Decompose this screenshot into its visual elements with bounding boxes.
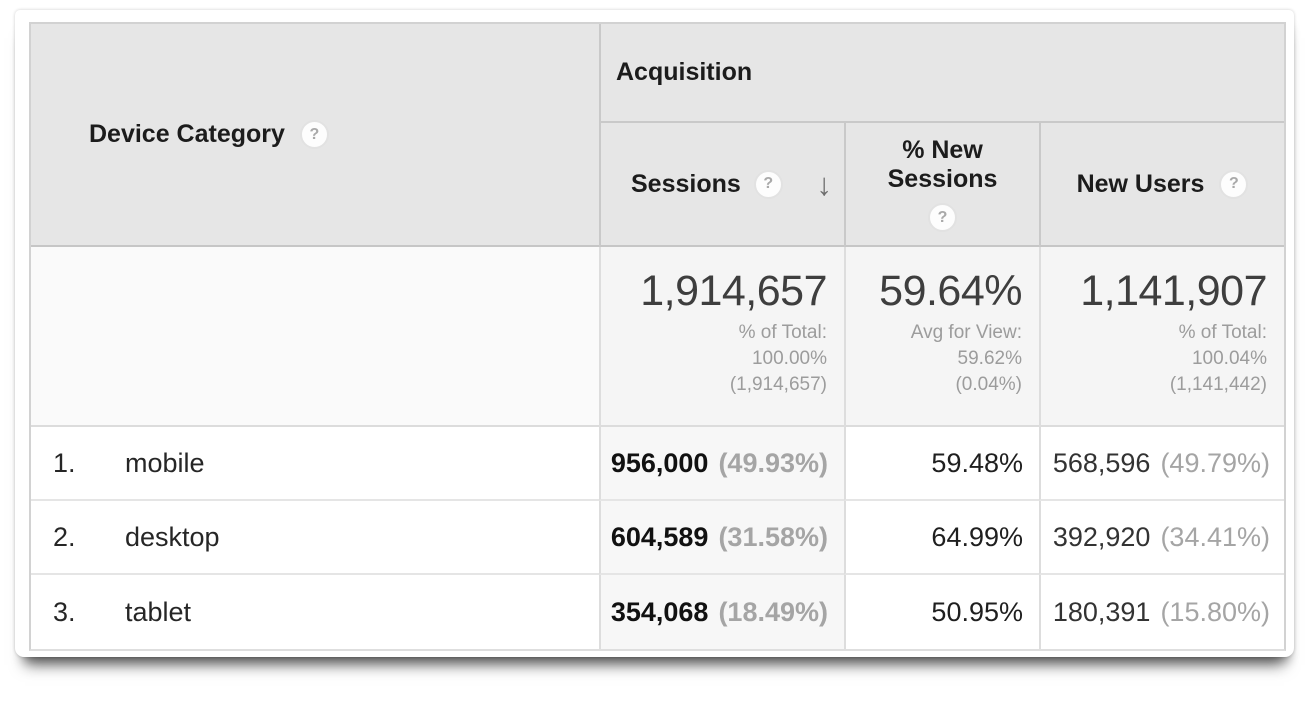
sessions-share: (18.49%) [718, 596, 828, 627]
acquisition-group-header: Acquisition [599, 24, 1284, 123]
percent-new-sessions-cell: 50.95% [844, 575, 1039, 649]
percent-new-sessions-cell: 64.99% [844, 501, 1039, 575]
summary-sessions-subtext: % of Total: 100.00% (1,914,657) [729, 322, 827, 396]
device-cell: 1. mobile [31, 427, 599, 501]
percent-new-sessions-cell: 59.48% [844, 427, 1039, 501]
sessions-value: 354,068 [610, 596, 709, 627]
new-users-cell: 180,391 (15.80%) [1039, 575, 1284, 649]
sessions-column-header[interactable]: Sessions ? ↓ [599, 123, 844, 247]
sessions-share: (49.93%) [718, 447, 828, 478]
new-users-cell: 568,596 (49.79%) [1039, 427, 1284, 501]
row-rank: 2. [53, 521, 76, 552]
new-users-value: 392,920 [1052, 521, 1151, 552]
sessions-help-icon[interactable]: ? [753, 169, 783, 199]
screenshot-card: Device Category ? Acquisition Sessions ?… [15, 10, 1294, 657]
summary-sessions-cell: 1,914,657 % of Total: 100.00% (1,914,657) [599, 247, 844, 427]
sessions-value: 956,000 [610, 447, 709, 478]
device-name: desktop [125, 521, 220, 552]
percent-new-sessions-value: 50.95% [931, 596, 1023, 627]
device-category-label: Device Category [89, 120, 285, 148]
new-users-value: 568,596 [1052, 447, 1151, 478]
sessions-cell: 354,068 (18.49%) [599, 575, 844, 649]
device-cell: 2. desktop [31, 501, 599, 575]
analytics-device-table: Device Category ? Acquisition Sessions ?… [29, 22, 1286, 651]
new-users-value: 180,391 [1052, 596, 1151, 627]
new-users-share: (34.41%) [1160, 521, 1270, 552]
device-category-header[interactable]: Device Category ? [31, 24, 599, 247]
summary-dimension-cell [31, 247, 599, 427]
new-users-help-icon[interactable]: ? [1219, 169, 1249, 199]
percent-new-sessions-help-icon[interactable]: ? [928, 203, 957, 232]
summary-percent-new-sessions-value: 59.64% [879, 267, 1022, 315]
sort-descending-icon[interactable]: ↓ [816, 166, 833, 202]
sessions-label: Sessions [631, 169, 741, 198]
new-users-label: New Users [1076, 169, 1205, 198]
device-cell: 3. tablet [31, 575, 599, 649]
acquisition-label: Acquisition [616, 58, 753, 86]
row-rank: 1. [53, 447, 76, 478]
new-users-share: (15.80%) [1160, 596, 1270, 627]
device-name: tablet [125, 596, 192, 627]
summary-percent-new-sessions-subtext: Avg for View: 59.62% (0.04%) [910, 322, 1022, 396]
new-users-share: (49.79%) [1160, 447, 1270, 478]
sessions-value: 604,589 [610, 521, 709, 552]
device-name: mobile [125, 447, 205, 478]
percent-new-sessions-column-header[interactable]: % New Sessions ? [844, 123, 1039, 247]
summary-sessions-value: 1,914,657 [640, 267, 827, 315]
percent-new-sessions-value: 64.99% [931, 521, 1023, 552]
summary-new-users-subtext: % of Total: 100.04% (1,141,442) [1169, 322, 1267, 396]
sessions-cell: 604,589 (31.58%) [599, 501, 844, 575]
sessions-cell: 956,000 (49.93%) [599, 427, 844, 501]
device-category-help-icon[interactable]: ? [299, 120, 329, 149]
percent-new-sessions-label: % New Sessions [887, 136, 998, 193]
summary-percent-new-sessions-cell: 59.64% Avg for View: 59.62% (0.04%) [844, 247, 1039, 427]
summary-new-users-cell: 1,141,907 % of Total: 100.04% (1,141,442) [1039, 247, 1284, 427]
new-users-column-header[interactable]: New Users ? [1039, 123, 1284, 247]
summary-new-users-value: 1,141,907 [1080, 267, 1267, 315]
row-rank: 3. [53, 596, 76, 627]
sessions-share: (31.58%) [718, 521, 828, 552]
percent-new-sessions-value: 59.48% [931, 447, 1023, 478]
new-users-cell: 392,920 (34.41%) [1039, 501, 1284, 575]
